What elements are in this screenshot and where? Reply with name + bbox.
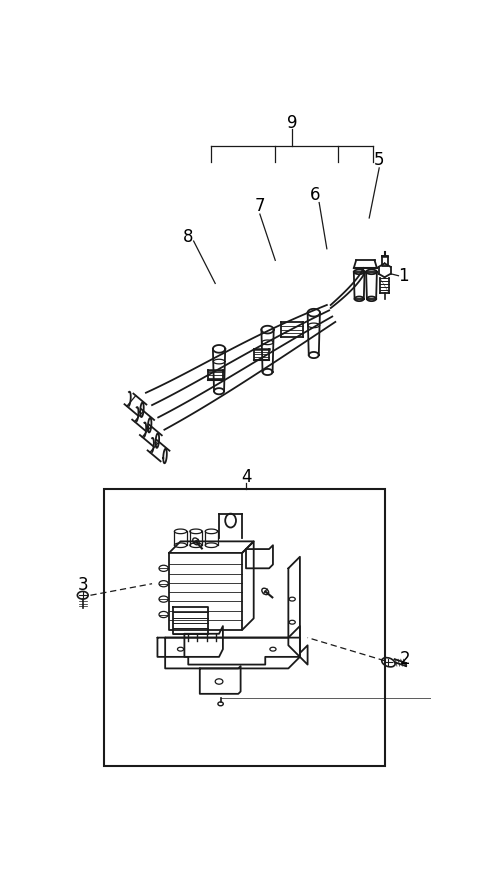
Text: 9: 9 bbox=[287, 114, 298, 132]
Text: 1: 1 bbox=[398, 267, 409, 284]
Text: 5: 5 bbox=[374, 152, 384, 169]
Text: 2: 2 bbox=[399, 650, 410, 668]
Text: 7: 7 bbox=[254, 198, 265, 215]
Text: 8: 8 bbox=[183, 229, 193, 246]
Bar bbox=[104, 489, 384, 766]
Text: 6: 6 bbox=[310, 186, 321, 204]
Text: 4: 4 bbox=[241, 468, 251, 486]
Text: 3: 3 bbox=[77, 576, 88, 595]
